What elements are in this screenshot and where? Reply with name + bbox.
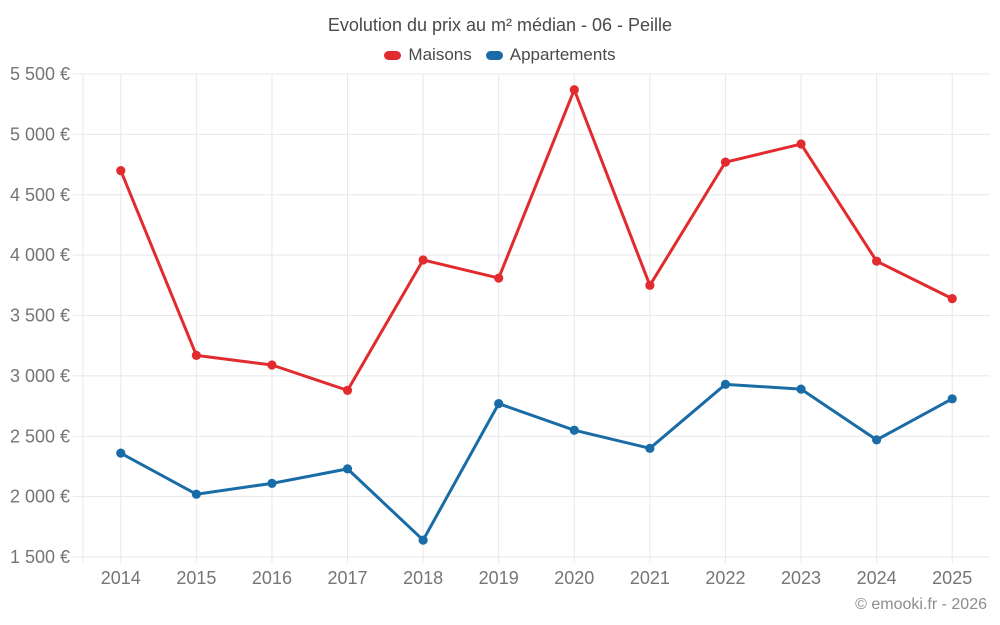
appartements-line xyxy=(119,382,954,542)
y-axis-tick-label: 4 000 € xyxy=(10,245,70,265)
maisons-point-2014[interactable] xyxy=(116,166,126,176)
y-axis-tick-label: 4 500 € xyxy=(10,185,70,205)
appartements-legend-label: Appartements xyxy=(509,45,616,64)
maisons-point-2017[interactable] xyxy=(342,385,353,395)
appartements-point-2024[interactable] xyxy=(872,435,882,445)
appartements-legend-swatch-icon xyxy=(485,50,503,60)
appartements-point-2022[interactable] xyxy=(720,379,731,389)
y-axis-tick-label: 1 500 € xyxy=(10,547,70,567)
x-axis-tick-label: 2023 xyxy=(781,568,821,588)
appartements-point-2025[interactable] xyxy=(947,394,957,404)
maisons-point-2023[interactable] xyxy=(796,139,806,149)
appartements-point-2019[interactable] xyxy=(494,399,504,409)
x-axis-tick-label: 2014 xyxy=(101,568,141,588)
maisons-point-2021[interactable] xyxy=(645,280,655,290)
maisons-legend-swatch-icon xyxy=(384,50,402,60)
y-axis-tick-label: 5 500 € xyxy=(10,64,70,84)
maisons-point-2022[interactable] xyxy=(720,157,731,167)
legend-item-appartements[interactable]: Appartements xyxy=(485,45,616,65)
maisons-point-2016[interactable] xyxy=(267,360,277,370)
chart-title: Evolution du prix au m² médian - 06 - Pe… xyxy=(327,15,673,35)
x-axis-tick-label: 2016 xyxy=(252,568,292,588)
y-axis-tick-label: 3 000 € xyxy=(10,366,70,386)
x-axis-tick-label: 2025 xyxy=(932,568,972,588)
y-axis-tick-label: 5 000 € xyxy=(10,124,70,144)
chart-legend: Maisons Appartements xyxy=(0,45,1000,65)
x-axis-tick-label: 2021 xyxy=(630,568,670,588)
x-axis-tick-label: 2024 xyxy=(857,568,897,588)
appartements-point-2021[interactable] xyxy=(645,443,655,453)
x-axis-tick-label: 2015 xyxy=(176,568,216,588)
y-axis-tick-label: 3 500 € xyxy=(10,306,70,326)
maisons-legend-label: Maisons xyxy=(408,45,472,64)
maisons-point-2015[interactable] xyxy=(191,350,201,360)
maisons-point-2024[interactable] xyxy=(872,256,882,266)
y-axis-tick-label: 2 500 € xyxy=(10,426,70,446)
appartements-point-2018[interactable] xyxy=(418,535,428,545)
x-axis-tick-label: 2018 xyxy=(403,568,443,588)
y-axis-tick-label: 2 000 € xyxy=(10,487,70,507)
maisons-point-2018[interactable] xyxy=(418,255,428,265)
legend-item-maisons[interactable]: Maisons xyxy=(384,45,472,65)
appartements-point-2017[interactable] xyxy=(342,464,353,474)
appartements-point-2015[interactable] xyxy=(191,489,201,499)
x-axis-tick-label: 2022 xyxy=(705,568,745,588)
appartements-point-2020[interactable] xyxy=(569,425,579,435)
appartements-point-2016[interactable] xyxy=(267,478,277,488)
appartements-point-2014[interactable] xyxy=(116,448,126,458)
maisons-point-2019[interactable] xyxy=(494,273,504,283)
maisons-point-2025[interactable] xyxy=(947,293,957,304)
maisons-point-2020[interactable] xyxy=(569,85,579,95)
x-axis-tick-label: 2019 xyxy=(479,568,519,588)
x-axis-tick-label: 2017 xyxy=(328,568,368,588)
copyright-watermark: © emooki.fr - 2026 xyxy=(855,596,987,613)
x-axis-tick-label: 2020 xyxy=(554,568,594,588)
appartements-point-2023[interactable] xyxy=(796,384,806,394)
maisons-line xyxy=(119,88,954,392)
